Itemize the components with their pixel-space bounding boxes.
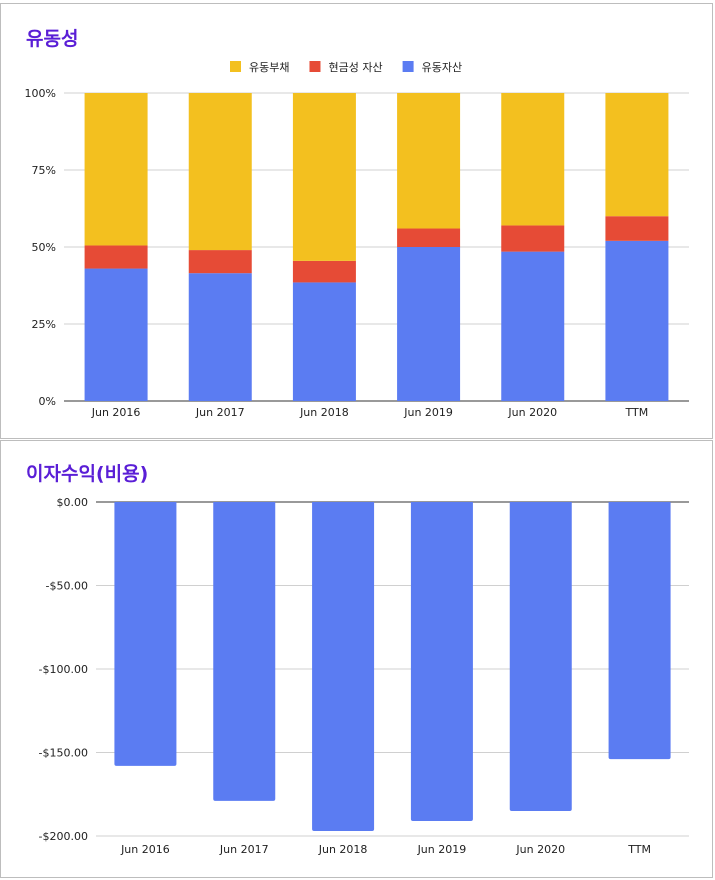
liquidity-y-tick-label: 0% [39,395,56,408]
liquidity-x-tick-label: Jun 2017 [195,406,245,419]
legend-swatch [402,61,414,72]
liquidity-x-tick-label: Jun 2020 [507,406,557,419]
liquidity-bar-jun-2020-segment [501,93,565,226]
liquidity-bar-ttm-segment [605,93,669,217]
liquidity-chart: 0% 25% 50% 75% 100% Jun 2016 Jun 2017 Jun 2018 J… [25,61,689,419]
interest-bar-jun-2019 [410,502,473,821]
liquidity-bar-jun-2020-segment [501,225,565,252]
liquidity-bar-jun-2018-segment [292,282,356,401]
liquidity-y-tick-label: 100% [25,87,56,100]
interest-x-tick-label: TTM [627,843,651,856]
liquidity-bar-jun-2019-segment [397,93,461,229]
interest-x-tick-label: Jun 2020 [515,843,565,856]
interest-bar-jun-2018 [312,502,375,831]
liquidity-bar-jun-2016-segment [84,93,148,246]
legend-label: 유동부채 [249,61,289,74]
interest-chart: $0.00 -$50.00 -$100.00 -$150.00 -$200.00 Jun … [39,496,689,856]
liquidity-bar-jun-2016-segment [84,268,148,401]
liquidity-chart-title: 유동성 [26,28,79,50]
liquidity-y-tick-label: 25% [32,318,56,331]
interest-y-tick-label: $0.00 [57,496,89,509]
liquidity-x-tick-label: Jun 2016 [91,406,141,419]
interest-chart-panel: 이자수익(비용) $0.00 -$50.00 -$100.00 -$150.00 -$2… [0,440,713,878]
interest-y-tick-label: -$100.00 [39,663,88,676]
interest-y-tick-label: -$150.00 [39,747,88,760]
liquidity-bar-jun-2017-segment [188,273,252,401]
interest-y-tick-label: -$200.00 [39,830,88,843]
liquidity-bar-jun-2018-segment [292,93,356,261]
interest-x-tick-label: Jun 2016 [120,843,170,856]
legend-label: 현금성 자산 [328,61,382,74]
interest-x-tick-label: Jun 2018 [318,843,368,856]
legend-label: 유동자산 [422,61,462,74]
legend-swatch [309,61,321,72]
liquidity-bar-jun-2016-segment [84,245,148,269]
liquidity-bar-jun-2017-segment [188,93,252,251]
interest-bar-ttm [608,502,671,760]
liquidity-bar-ttm-segment [605,216,669,241]
legend-swatch [230,61,241,72]
liquidity-legend: 유동부채 현금성 자산 유동자산 [230,61,462,74]
liquidity-x-tick-label: TTM [625,406,649,419]
interest-bar-jun-2016 [114,502,177,766]
liquidity-bar-jun-2020-segment [501,251,565,401]
interest-x-tick-label: Jun 2019 [417,843,467,856]
liquidity-y-tick-label: 50% [32,241,56,254]
interest-x-tick-label: Jun 2017 [219,843,269,856]
liquidity-bar-jun-2018-segment [292,260,356,283]
interest-chart-title: 이자수익(비용) [26,463,149,485]
liquidity-bar-jun-2019-segment [397,228,461,247]
liquidity-chart-panel: 유동성 0% 25% 50% 75% 100% Jun 2016 Jun 2017 Jun 2… [0,3,713,439]
liquidity-bar-jun-2019-segment [397,247,461,401]
interest-bar-jun-2020 [509,502,572,811]
liquidity-bar-jun-2017-segment [188,250,252,274]
interest-bar-jun-2017 [213,502,276,801]
liquidity-x-tick-label: Jun 2019 [403,406,453,419]
liquidity-bar-ttm-segment [605,240,669,401]
liquidity-y-tick-label: 75% [32,164,56,177]
liquidity-x-tick-label: Jun 2018 [299,406,349,419]
interest-y-tick-label: -$50.00 [46,580,88,593]
